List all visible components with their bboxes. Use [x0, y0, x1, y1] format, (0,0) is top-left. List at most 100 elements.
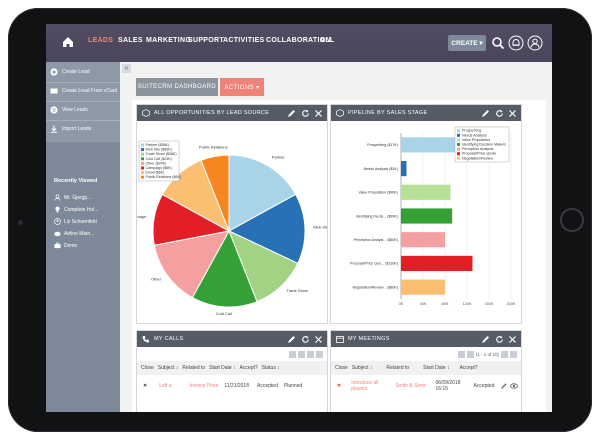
close-call-button[interactable]: ✕ [143, 383, 148, 389]
legend-box [138, 140, 180, 182]
call-subject-link[interactable]: Left a [159, 383, 172, 389]
legend-swatch [141, 161, 144, 165]
pie-slice-public-relations[interactable] [200, 154, 230, 232]
nav-collaboration[interactable]: COLLABORATION [266, 37, 331, 44]
pager-start-button[interactable] [457, 351, 465, 358]
recent-item[interactable]: Liz Schoenfeld [54, 218, 97, 225]
sidebar-item-label: Import Leads [62, 126, 92, 132]
recent-item[interactable]: Complete Hol... [54, 206, 98, 213]
sidebar-item-create-lead[interactable]: Create Lead [50, 66, 90, 78]
pie-slice-partner[interactable] [228, 154, 297, 232]
pager-next-button[interactable] [501, 351, 508, 358]
edit-icon[interactable] [287, 109, 296, 118]
legend-item: Cold Call ($24K) [146, 157, 172, 161]
divider [46, 82, 120, 83]
pager-prev-button[interactable] [298, 351, 305, 358]
column-header[interactable]: Subject ↕ [351, 365, 373, 371]
legend-item: Negotiation/Review [462, 156, 493, 160]
bar-identifying-decision-makers[interactable] [401, 208, 453, 224]
meeting-related-link[interactable]: Smith & Sons [395, 383, 426, 389]
pager-prev-button[interactable] [466, 351, 474, 358]
legend-item: Proposal/Price Quote [462, 152, 496, 156]
legend-item: Value Proposition [462, 138, 490, 142]
nav-all[interactable]: ALL [320, 37, 335, 44]
pager-next-button[interactable] [307, 351, 314, 358]
pager-end-button[interactable] [316, 351, 323, 358]
sidebar-item-view-leads[interactable]: View Leads [50, 104, 88, 116]
sidebar-item-create-lead-vcard[interactable]: Create Lead From vCard [50, 85, 117, 97]
sidebar-item-import-leads[interactable]: Import Leads [50, 123, 91, 135]
pager-start-button[interactable] [289, 351, 296, 358]
refresh-icon[interactable] [495, 335, 504, 344]
plus-icon [50, 68, 58, 76]
close-icon[interactable] [508, 109, 517, 118]
dashlet-title: PIPELINE BY SALES STAGE [348, 110, 428, 116]
dashlet-opportunities-by-lead-source: ALL OPPORTUNITIES BY LEAD SOURCE Partner… [136, 104, 328, 324]
edit-icon[interactable] [481, 109, 490, 118]
nav-marketing[interactable]: MARKETING [146, 37, 192, 44]
close-icon[interactable] [314, 335, 323, 344]
pie-slice-other[interactable] [153, 230, 230, 299]
close-icon[interactable] [508, 335, 517, 344]
briefcase-icon [54, 242, 61, 249]
edit-icon[interactable] [500, 382, 508, 390]
recent-item-label: Liz Schoenfeld [64, 218, 97, 225]
notifications-icon[interactable] [508, 35, 524, 51]
bar-proposal-price-quote[interactable] [401, 255, 473, 272]
view-icon[interactable] [510, 382, 519, 390]
refresh-icon[interactable] [301, 109, 310, 118]
column-header[interactable]: Start Date ↕ [423, 365, 450, 371]
close-meeting-button[interactable]: ✕ [337, 383, 342, 389]
search-icon[interactable] [490, 35, 506, 51]
bar-negotiation-review[interactable] [401, 279, 445, 295]
dashlet-title: MY CALLS [154, 336, 184, 342]
nav-sales[interactable]: SALES [118, 37, 143, 44]
y-category-label: Proposal/Price Quo... ($130K) [350, 262, 398, 266]
home-button[interactable] [560, 208, 584, 232]
dashboard-body: ALL OPPORTUNITIES BY LEAD SOURCE Partner… [132, 100, 546, 412]
pager [289, 351, 323, 358]
recent-item[interactable]: Mr. Gjergji... [54, 194, 91, 201]
call-related-link[interactable]: Invoice Price [189, 383, 219, 389]
legend-item: Public Relations ($6K) [146, 175, 182, 179]
tab-suitecrm-dashboard[interactable]: SUITECRM DASHBOARD [136, 78, 218, 96]
table-row: ✕ Introduce all players Smith & Sons 06/… [331, 377, 521, 395]
bar-perception-analysis[interactable] [401, 232, 445, 248]
edit-icon[interactable] [481, 335, 490, 344]
pie-outer-label: Web Site [313, 224, 327, 229]
refresh-icon[interactable] [301, 335, 310, 344]
recent-item[interactable]: Demo [54, 242, 77, 249]
close-icon[interactable] [314, 109, 323, 118]
refresh-icon[interactable] [495, 109, 504, 118]
home-icon[interactable] [60, 34, 76, 50]
nav-leads[interactable]: LEADS [88, 37, 114, 44]
nav-support[interactable]: SUPPORT [188, 37, 224, 44]
bar-needs-analysis[interactable] [401, 160, 407, 177]
recent-item[interactable]: Airline Main... [54, 230, 94, 237]
account-icon [54, 231, 61, 237]
pager: (1 - 1 of 10) [457, 351, 517, 358]
pie-slice-cold-call[interactable] [191, 229, 258, 308]
actions-button[interactable]: ACTIONS ▾ [220, 78, 264, 96]
legend-swatch [457, 129, 460, 133]
create-button[interactable]: CREATE ▾ [448, 35, 486, 51]
pager-end-button[interactable] [510, 351, 517, 358]
edit-icon[interactable] [287, 335, 296, 344]
screen: LEADS SALES MARKETING SUPPORT ACTIVITIES… [46, 24, 552, 412]
recent-item-label: Mr. Gjergji... [64, 194, 91, 201]
pie-outer-label: Campaign [137, 214, 146, 219]
pie-slice-web-site[interactable] [227, 193, 306, 265]
sidebar-collapse-button[interactable]: « [122, 64, 131, 73]
table-header: Close Subject ↕ Related to Start Date ↕ … [137, 361, 327, 375]
bar-value-proposition[interactable] [401, 184, 451, 200]
user-icon[interactable] [527, 35, 543, 51]
column-header[interactable]: Start Date ↕ [209, 365, 236, 371]
meeting-subject-link[interactable]: Introduce all players [351, 380, 379, 392]
legend-item: Perception Analysis [462, 147, 494, 151]
column-header[interactable]: Status ↕ [261, 365, 280, 371]
y-category-label: Prospecting ($17K) [367, 143, 398, 147]
legend-swatch [457, 156, 460, 160]
column-header[interactable]: Subject ↕ [157, 365, 179, 371]
nav-activities[interactable]: ACTIVITIES [223, 37, 265, 44]
